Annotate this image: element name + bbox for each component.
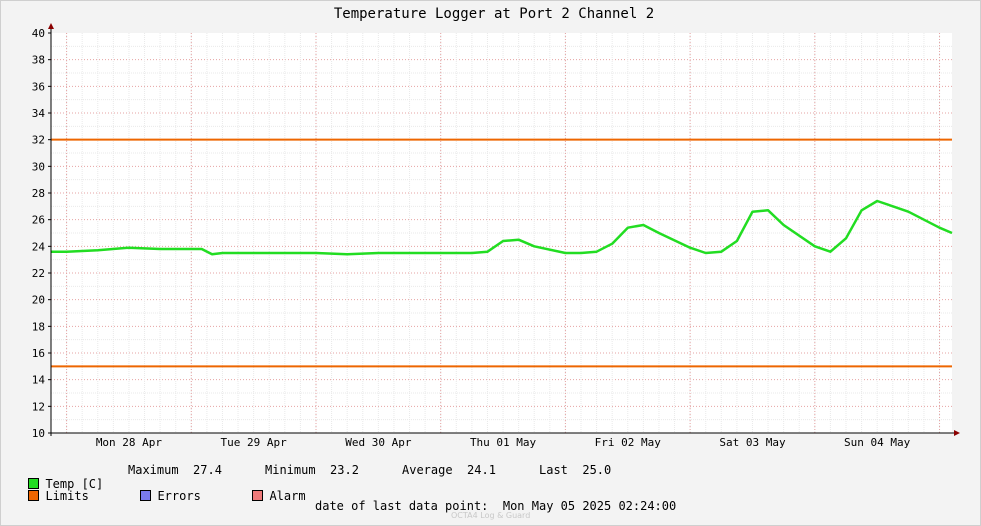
- x-axis: Mon 28 Apr Tue 29 Apr Wed 30 Apr Thu 01 May…: [96, 436, 911, 449]
- y-tick-label: 40: [32, 27, 45, 40]
- last-data-point: date of last data point: Mon May 05 2025…: [315, 499, 676, 513]
- chart-grid: [51, 33, 952, 433]
- max-label: Maximum: [128, 463, 179, 477]
- y-tick-label: 16: [32, 347, 45, 360]
- y-tick-label: 12: [32, 400, 45, 413]
- y-tick-label: 38: [32, 54, 45, 67]
- x-tick-label: Wed 30 Apr: [345, 436, 412, 449]
- legend-last: Last 25.0: [539, 463, 611, 477]
- min-label: Minimum: [265, 463, 316, 477]
- series-temp-line: [51, 199, 953, 256]
- legend-alarm: Alarm: [238, 475, 306, 503]
- legend-temp-label: Temp [C]: [45, 477, 104, 491]
- legend-max: Maximum 27.4: [128, 463, 222, 477]
- y-tick-label: 30: [32, 160, 45, 173]
- min-value: 23.2: [330, 463, 359, 477]
- y-tick-label: 28: [32, 187, 45, 200]
- last-point-label: date of last data point:: [315, 499, 489, 513]
- alarm-swatch: [252, 490, 264, 501]
- x-tick-label: Sat 03 May: [719, 436, 786, 449]
- chart-axes: [48, 23, 960, 436]
- series-layer: [51, 199, 953, 256]
- legend-temp: Temp [C]: [14, 463, 103, 491]
- chart-title: Temperature Logger at Port 2 Channel 2: [334, 6, 654, 22]
- y-tick-label: 34: [32, 107, 46, 120]
- y-tick-label: 18: [32, 320, 45, 333]
- x-tick-label: Fri 02 May: [595, 436, 662, 449]
- x-axis-arrow: [954, 430, 960, 436]
- x-tick-label: Mon 28 Apr: [96, 436, 163, 449]
- limit-lines: [51, 138, 952, 368]
- y-tick-label: 36: [32, 80, 45, 93]
- y-tick-label: 10: [32, 427, 45, 440]
- legend-limits: Limits: [14, 475, 89, 503]
- y-tick-label: 24: [32, 240, 46, 253]
- legend-avg: Average 24.1: [402, 463, 496, 477]
- y-tick-label: 22: [32, 267, 45, 280]
- y-tick-label: 14: [32, 374, 46, 387]
- errors-swatch: [140, 490, 152, 501]
- brand-watermark: OCTA4 Log & Guard: [451, 511, 531, 520]
- legend-errors-label: Errors: [157, 489, 201, 503]
- y-tick-label: 20: [32, 294, 45, 307]
- last-label: Last: [539, 463, 568, 477]
- x-tick-label: Tue 29 Apr: [221, 436, 288, 449]
- avg-label: Average: [402, 463, 453, 477]
- y-axis-arrow: [48, 23, 54, 29]
- y-axis: 10 12 14 16 18 20 22 24 26 28 30 32 34 36 38 40: [32, 27, 51, 440]
- legend-limits-label: Limits: [45, 489, 89, 503]
- last-value: 25.0: [582, 463, 612, 477]
- avg-value: 24.1: [467, 463, 496, 477]
- limits-swatch: [28, 490, 40, 501]
- max-value: 27.4: [193, 463, 222, 477]
- x-tick-label: Sun 04 May: [844, 436, 911, 449]
- temp-swatch: [28, 478, 40, 489]
- last-point-value: Mon May 05 2025 02:24:00: [502, 499, 677, 513]
- y-tick-label: 26: [32, 214, 45, 227]
- y-tick-label: 32: [32, 134, 45, 147]
- legend-errors: Errors: [126, 475, 201, 503]
- x-tick-label: Thu 01 May: [470, 436, 537, 449]
- legend-alarm-label: Alarm: [269, 489, 306, 503]
- legend-min: Minimum 23.2: [265, 463, 359, 477]
